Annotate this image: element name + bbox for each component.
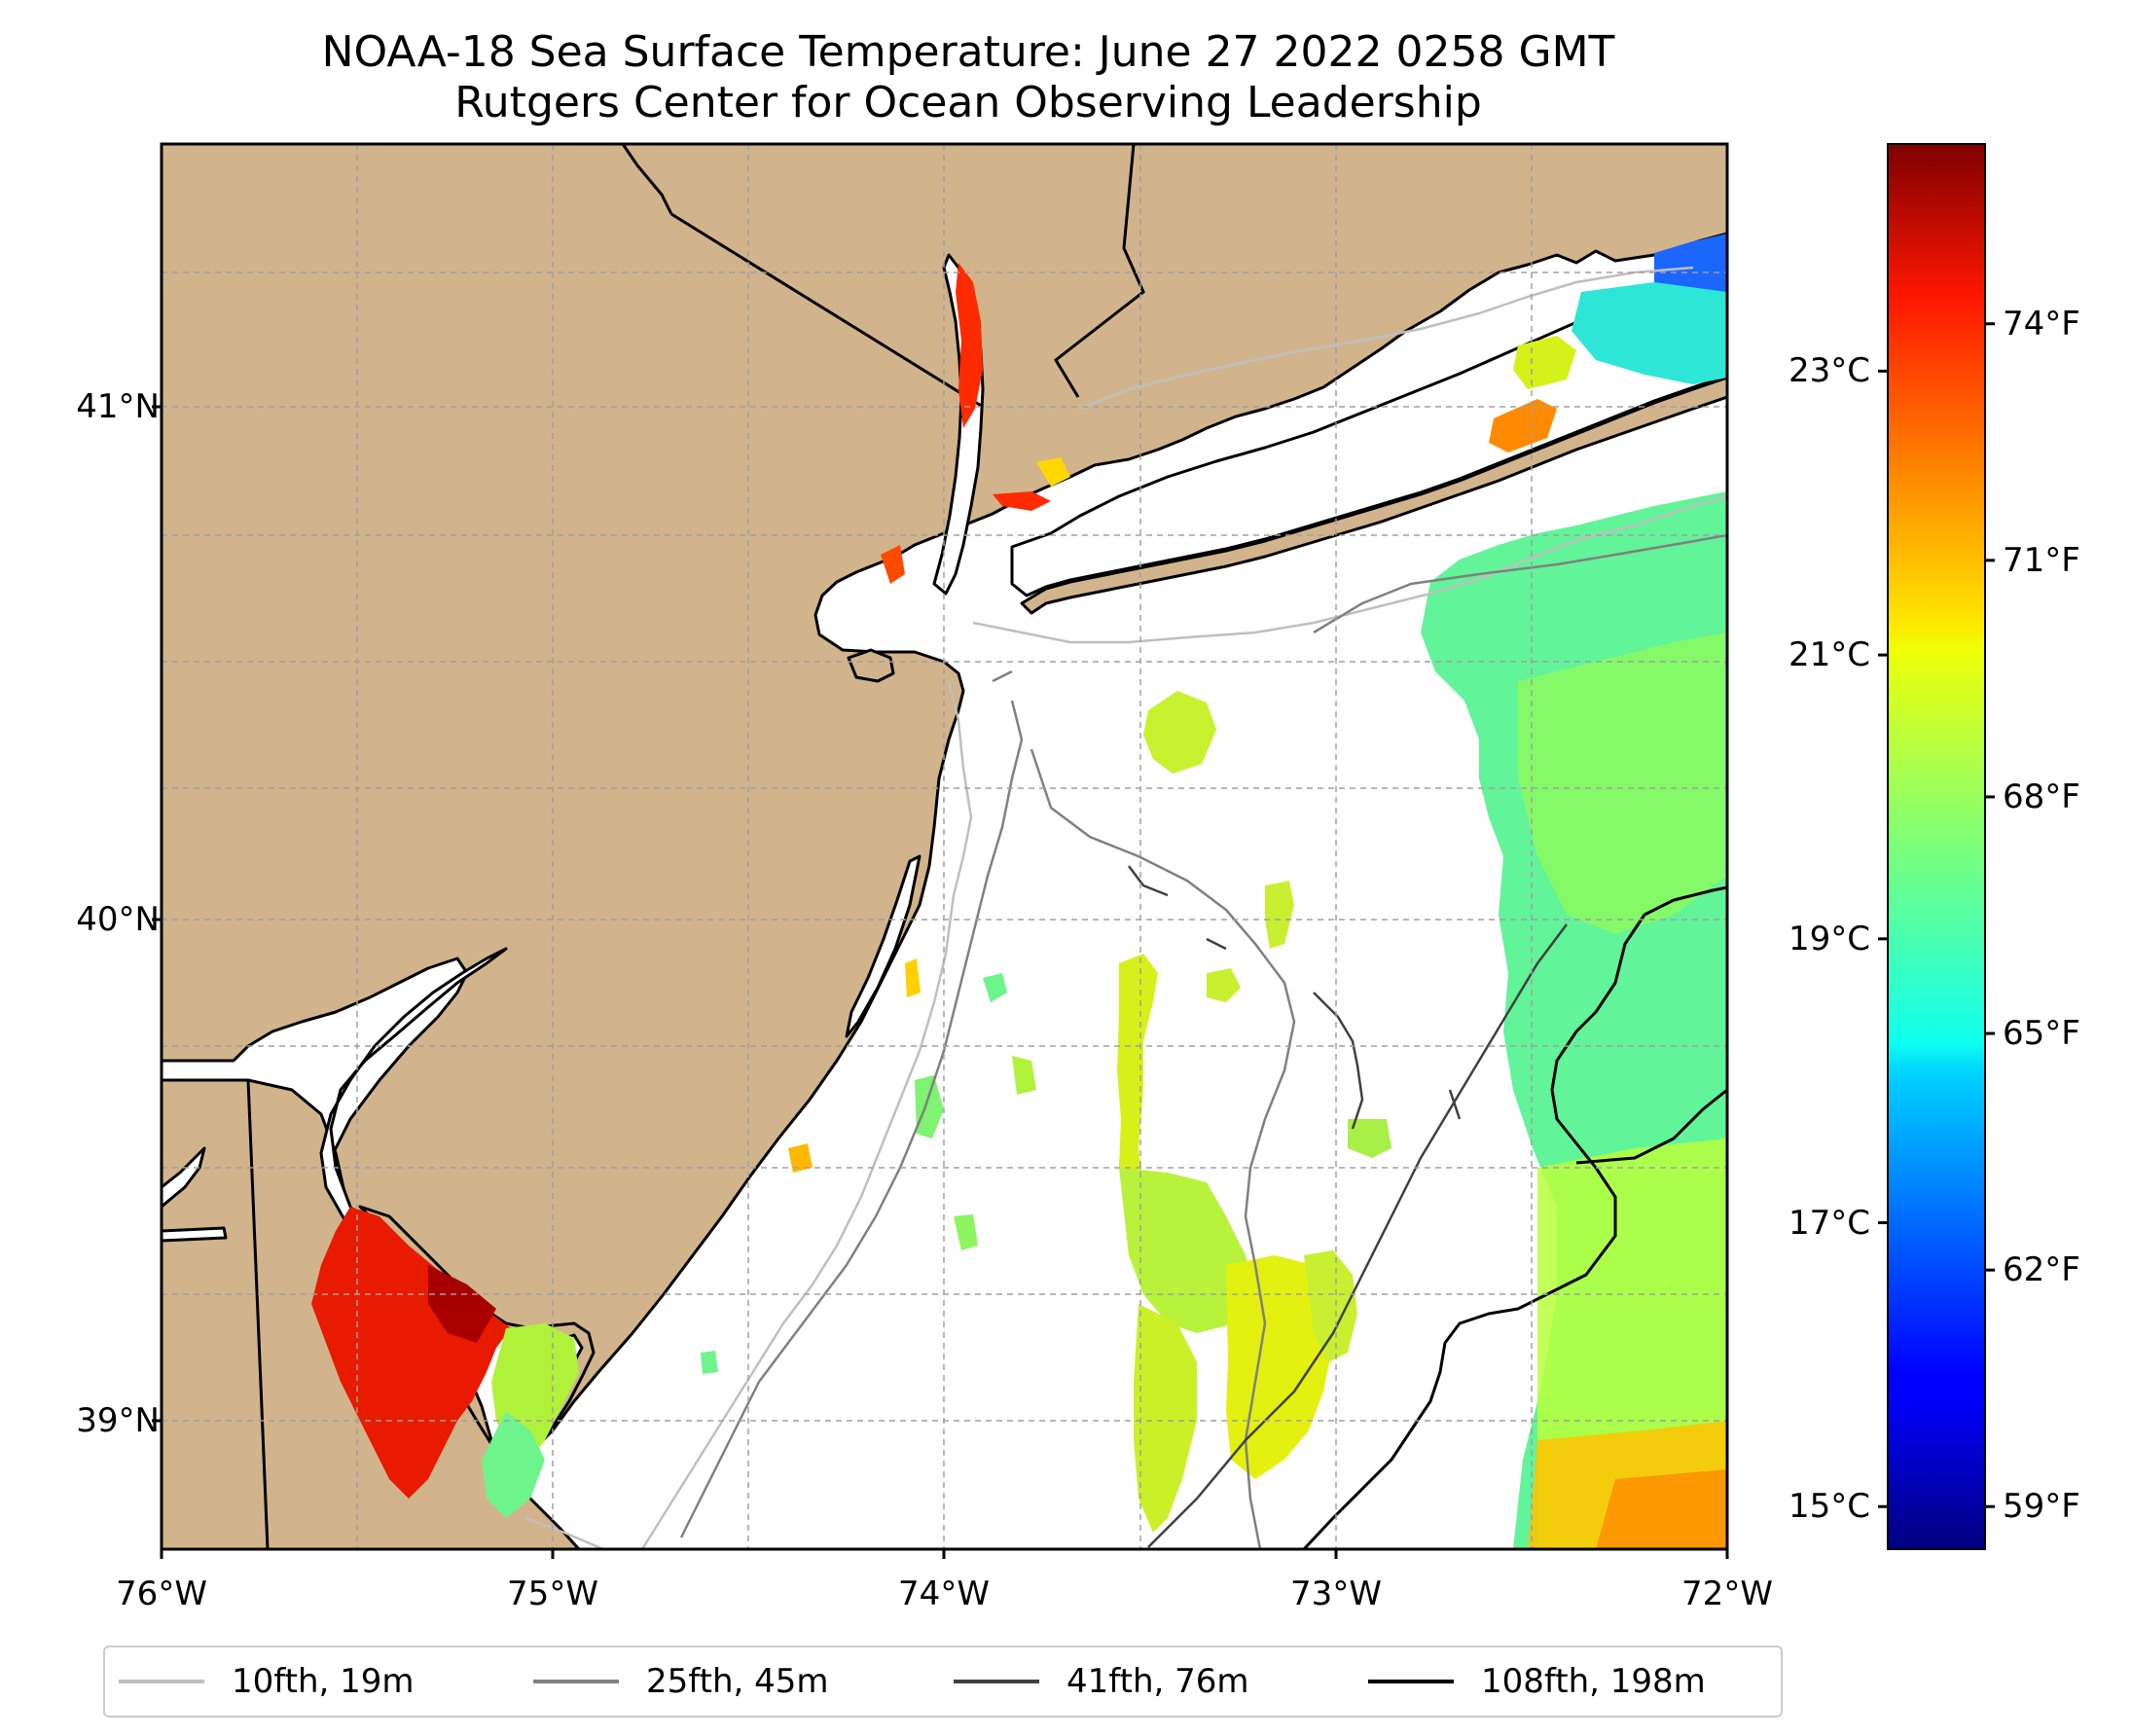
legend-label: 10fth, 19m [232, 1662, 415, 1701]
fahrenheit-tick-label: 71°F [2003, 540, 2080, 580]
celsius-tick-label: 19°C [1788, 919, 1870, 958]
fahrenheit-tick-label: 65°F [2003, 1014, 2080, 1054]
celsius-tick-label: 23°C [1788, 351, 1870, 391]
celsius-tick-label: 21°C [1788, 635, 1870, 675]
sst-field [311, 234, 1727, 1549]
celsius-tick-label: 17°C [1788, 1203, 1870, 1243]
fahrenheit-tick-label: 62°F [2003, 1250, 2080, 1290]
legend-item-10fth: 10fth, 19m [119, 1647, 415, 1716]
lat-label-41: 41°N [76, 387, 160, 426]
legend-label: 41fth, 76m [1066, 1662, 1249, 1701]
contour-41fth [1128, 865, 1568, 1548]
colorbar-ticks [1878, 322, 1995, 1508]
gridlines [162, 144, 1727, 1549]
state-borders [246, 144, 1145, 1549]
celsius-tick-label: 15°C [1788, 1487, 1870, 1527]
lon-label-72: 72°W [1681, 1574, 1773, 1613]
legend-swatch [533, 1680, 619, 1683]
map-subtitle: Rutgers Center for Ocean Observing Leade… [454, 78, 1482, 127]
contour-108fth [1302, 886, 1727, 1549]
legend-swatch [1368, 1680, 1454, 1683]
lon-label-75: 75°W [507, 1574, 598, 1613]
fahrenheit-tick-label: 59°F [2003, 1487, 2080, 1527]
legend-item-41fth: 41fth, 76m [954, 1647, 1249, 1716]
lat-label-39: 39°N [76, 1401, 160, 1440]
map-body [162, 144, 1727, 1549]
lon-label-74: 74°W [898, 1574, 990, 1613]
fahrenheit-tick-label: 74°F [2003, 304, 2080, 344]
legend-label: 25fth, 45m [646, 1662, 829, 1701]
legend-swatch [954, 1680, 1039, 1683]
contour-10fth [524, 266, 1727, 1549]
lon-label-73: 73°W [1290, 1574, 1382, 1613]
lon-label-76: 76°W [116, 1574, 207, 1613]
contour-legend: 10fth, 19m 25fth, 45m 41fth, 76m 108fth,… [103, 1646, 1783, 1718]
axis-ticks [152, 405, 1729, 1559]
legend-item-25fth: 25fth, 45m [533, 1647, 829, 1716]
legend-label: 108fth, 198m [1481, 1662, 1706, 1701]
legend-item-108fth: 108fth, 198m [1368, 1647, 1706, 1716]
lat-label-40: 40°N [76, 900, 160, 939]
legend-swatch [119, 1680, 204, 1683]
colorbar [1887, 143, 1986, 1550]
fahrenheit-tick-label: 68°F [2003, 777, 2080, 816]
map-title: NOAA-18 Sea Surface Temperature: June 27… [321, 27, 1615, 77]
